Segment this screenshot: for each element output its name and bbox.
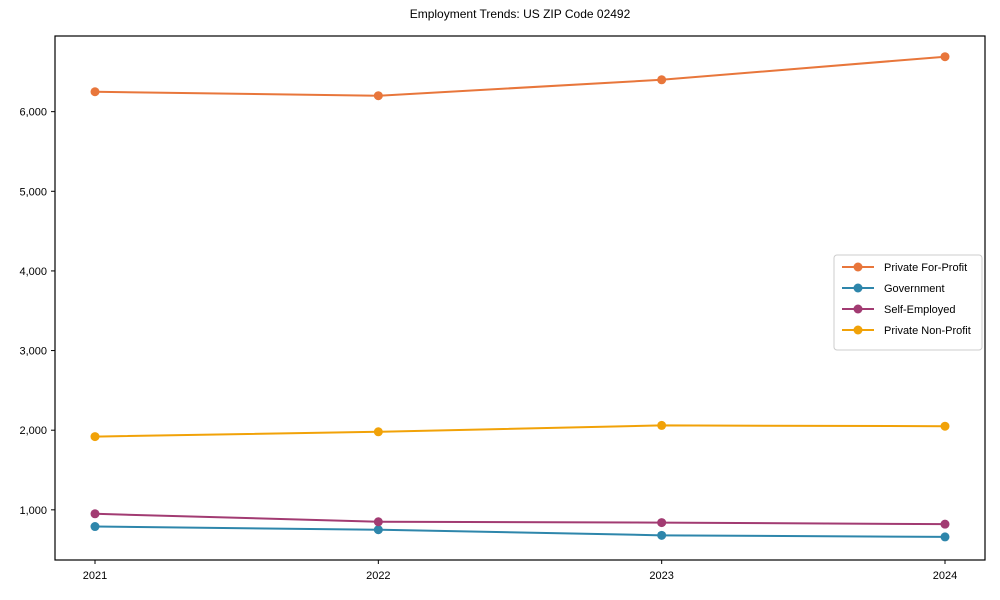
legend-marker-government — [853, 283, 863, 293]
series-line-private-for-profit — [94, 55, 946, 97]
legend-label-self-employed: Self-Employed — [884, 304, 956, 316]
data-point-government — [373, 525, 383, 535]
legend-label-private-for-profit: Private For-Profit — [884, 262, 967, 274]
data-point-government — [90, 522, 100, 532]
legend-marker-private-non-profit — [853, 325, 863, 335]
data-point-private-non-profit — [373, 427, 383, 437]
x-axis-tick-label: 2023 — [649, 570, 673, 582]
data-point-self-employed — [940, 519, 950, 529]
y-axis-tick-label: 4,000 — [19, 266, 47, 278]
series-line-government — [94, 525, 946, 538]
series-line-self-employed — [94, 512, 946, 526]
y-axis-tick-label: 5,000 — [19, 186, 47, 198]
legend-label-government: Government — [884, 283, 945, 295]
data-point-self-employed — [657, 518, 667, 528]
x-axis-tick-label: 2022 — [366, 570, 390, 582]
legend-marker-private-for-profit — [853, 262, 863, 272]
legend-marker-self-employed — [853, 304, 863, 314]
data-point-government — [657, 530, 667, 540]
y-axis-tick-label: 2,000 — [19, 425, 47, 437]
data-point-government — [940, 532, 950, 542]
series-line-private-non-profit — [94, 424, 946, 438]
data-point-self-employed — [373, 517, 383, 527]
data-point-private-non-profit — [90, 432, 100, 442]
data-point-private-for-profit — [373, 91, 383, 101]
data-point-private-for-profit — [657, 75, 667, 85]
data-point-private-non-profit — [940, 421, 950, 431]
x-axis-tick-label: 2024 — [933, 570, 957, 582]
data-point-private-non-profit — [657, 420, 667, 430]
x-axis-tick-label: 2021 — [83, 570, 107, 582]
legend-box — [833, 254, 983, 351]
chart-title: Employment Trends: US ZIP Code 02492 — [409, 7, 631, 21]
y-axis-tick-label: 3,000 — [19, 346, 47, 358]
y-axis-tick-label: 6,000 — [19, 107, 47, 119]
plot-area-border — [54, 35, 986, 561]
data-point-self-employed — [90, 509, 100, 519]
legend-label-private-non-profit: Private Non-Profit — [884, 325, 971, 337]
data-point-private-for-profit — [90, 87, 100, 97]
data-point-private-for-profit — [940, 52, 950, 62]
y-axis-tick-label: 1,000 — [19, 505, 47, 517]
